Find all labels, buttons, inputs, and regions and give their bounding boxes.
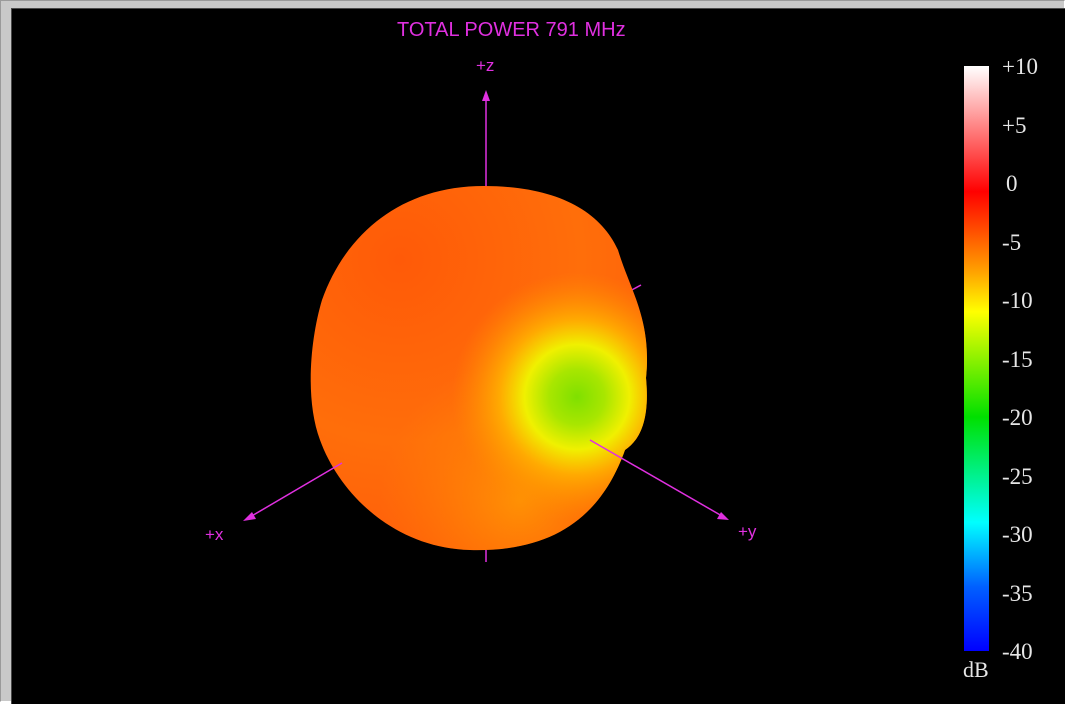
x-axis-label: +x: [205, 525, 224, 544]
colorbar-gradient: [964, 66, 989, 651]
y-axis-label: +y: [738, 522, 757, 541]
x-axis-arrowhead: [243, 512, 256, 521]
radiation-pattern-surface: [310, 186, 648, 551]
colorbar-tick: +5: [1002, 113, 1027, 138]
z-axis-label: +z: [476, 56, 495, 75]
colorbar-tick: +10: [1002, 54, 1038, 79]
colorbar-unit-label: dB: [963, 657, 989, 682]
colorbar-tick: -5: [1002, 230, 1022, 255]
colorbar-tick: -40: [1002, 639, 1033, 664]
z-axis-arrowhead: [482, 90, 490, 101]
plot-title: TOTAL POWER 791 MHz: [397, 19, 626, 41]
colorbar-tick: -15: [1002, 347, 1033, 372]
colorbar-tick: -30: [1002, 522, 1033, 547]
colorbar-tick: 0: [1006, 171, 1018, 196]
colorbar-tick: -20: [1002, 405, 1033, 430]
y-axis-arrowhead: [717, 512, 729, 520]
colorbar-tick: -10: [1002, 288, 1033, 313]
colorbar-tick: -35: [1002, 581, 1033, 606]
colorbar-tick: -25: [1002, 464, 1033, 489]
x-axis-line: [249, 462, 343, 518]
y-axis-line: [589, 439, 723, 517]
